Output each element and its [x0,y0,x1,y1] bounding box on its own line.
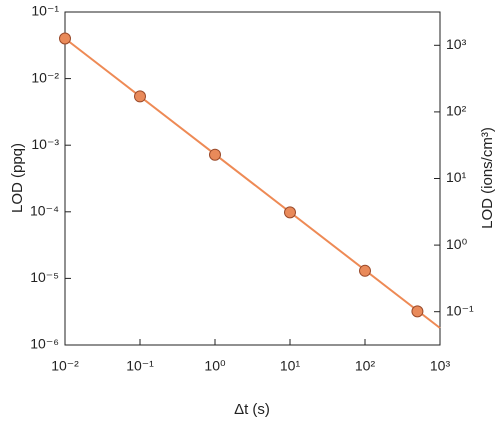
y2-tick-label: 10⁻¹ [446,302,474,318]
fit-line [64,37,441,329]
x-tick-label: 10¹ [280,358,301,374]
y-tick-label: 10⁻⁶ [30,336,59,352]
y-tick-label: 10⁻² [31,69,59,85]
x-axis-label: Δt (s) [234,401,270,418]
data-point [134,90,146,103]
data-point [209,148,221,161]
y2-tick-label: 10² [446,103,467,119]
x-tick-label: 10⁻¹ [126,358,154,374]
plot-frame [64,11,441,346]
y-axis-label: LOD (ppq) [9,143,26,213]
data-point [59,32,71,45]
x-tick-label: 10⁰ [204,358,226,374]
y-tick-label: 10⁻³ [31,136,59,152]
y-tick-label: 10⁻¹ [31,3,59,19]
y2-tick-label: 10⁰ [446,236,468,252]
y-tick-label: 10⁻⁴ [30,203,59,219]
y2-tick-label: 10³ [446,36,467,52]
y2-axis-label: LOD (ions/cm³) [479,127,496,229]
x-tick-label: 10² [355,358,376,374]
data-point [359,264,371,277]
x-tick-label: 10⁻² [51,358,79,374]
y2-tick-label: 10¹ [446,169,467,185]
data-point [284,206,296,219]
data-point [411,305,424,318]
y-tick-label: 10⁻⁵ [30,269,59,285]
x-tick-label: 10³ [430,358,451,374]
